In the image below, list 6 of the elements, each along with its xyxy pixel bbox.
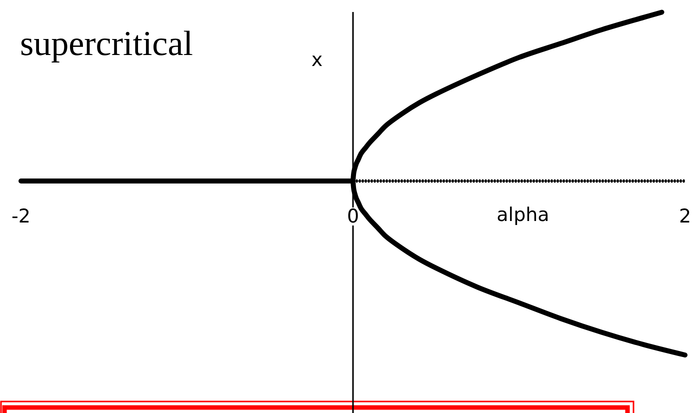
x-axis-title: alpha [496,204,550,226]
y-axis-title: x [311,49,323,71]
x-tick-label: 2 [678,205,692,228]
x-tick-label: 0 [346,205,360,228]
chart-title: supercritical [20,24,194,63]
x-tick-label: -2 [12,205,30,228]
